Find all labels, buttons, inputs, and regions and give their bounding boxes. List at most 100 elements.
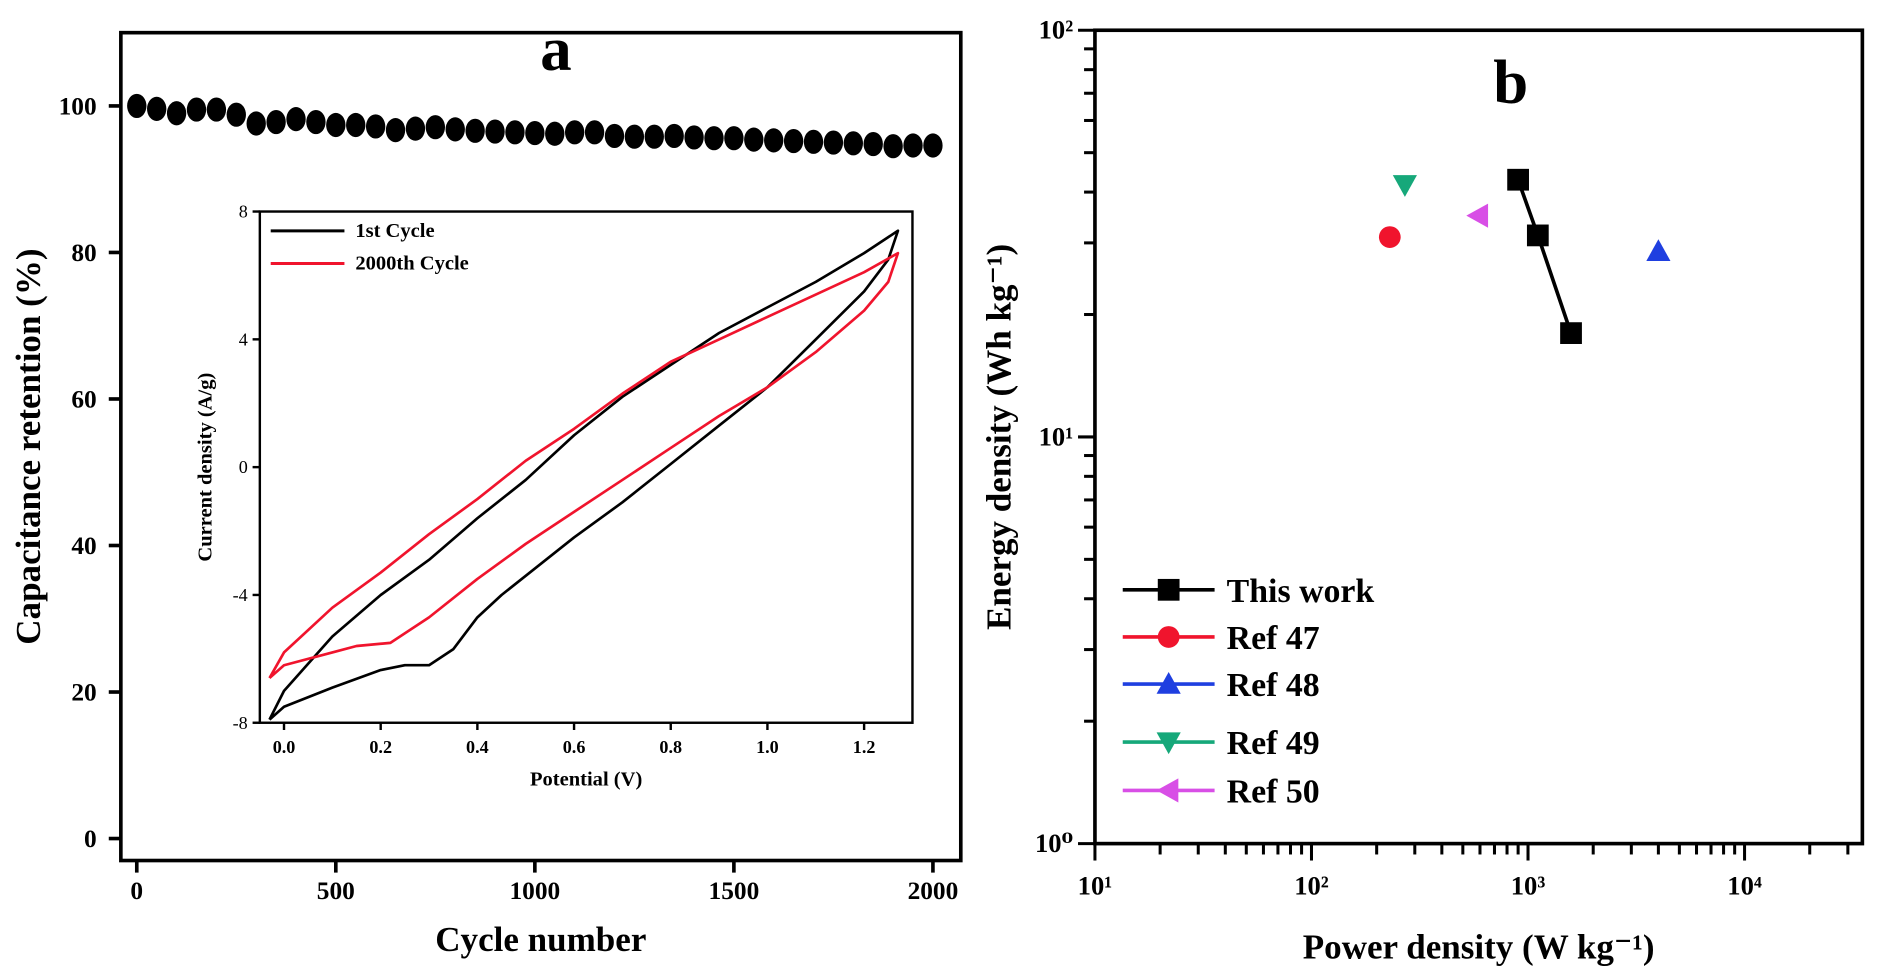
data-point [525,120,545,146]
data-point [505,120,525,145]
data-point [226,102,246,127]
y-tick-label: 40 [71,532,96,560]
inset-legend-label: 1st Cycle [355,220,434,242]
data-point [166,101,187,126]
x-tick-label: 1000 [509,877,560,905]
data-point [286,107,306,132]
data-point [246,111,266,136]
data-point [684,125,704,150]
data-point [624,124,645,149]
y-tick-label: 10⁰ [1035,828,1073,858]
inset-frame [258,210,914,724]
inset-x-axis-label: Potential (V) [530,769,642,791]
series-this-work [1507,168,1582,344]
data-point [445,117,465,142]
y-tick-label: 0 [84,825,97,853]
x-tick-label: 10¹ [1078,870,1113,900]
data-point [903,133,923,158]
legend-swatch-marker [1157,578,1180,601]
y-axis-label: Capacitance retention (%) [9,248,48,644]
y-tick-label: 20 [71,678,96,706]
y-tick-label: 60 [71,385,96,413]
inset-x-tick-label: 0.0 [273,737,296,757]
data-point [764,128,784,153]
x-axis-label: Cycle number [435,920,646,959]
plot-frame [119,30,963,863]
data-point [485,119,505,144]
inset-x-tick-label: 1.2 [853,737,876,757]
data-point [186,97,207,122]
data-point [127,93,147,119]
data-point [306,109,326,135]
data-point [843,131,863,156]
data-point [584,120,605,145]
x-tick-label: 1500 [709,877,760,905]
data-point [604,123,625,149]
inset-legend-label: 2000th Cycle [355,253,468,275]
inset-series-line [268,251,900,680]
data-point [564,120,585,145]
panel-label: b [1493,47,1528,117]
data-point [823,130,844,155]
inset-x-tick-label: 0.6 [563,737,586,757]
inset-x-tick-label: 0.2 [369,737,392,757]
data-point [783,129,804,154]
legend-label: Ref 48 [1227,667,1320,704]
data-point [704,126,724,151]
y-axis-label: Energy density (Wh kg⁻¹) [979,244,1018,630]
data-point [266,109,286,135]
legend-swatch-marker [1156,778,1179,803]
inset-y-tick-label: 8 [239,202,248,222]
legend-swatch-marker [1156,732,1181,755]
data-point [1560,322,1582,344]
series-ref-49 [1392,175,1417,197]
legend-label: Ref 49 [1227,725,1320,762]
data-point [1466,203,1489,228]
x-tick-label: 10² [1294,870,1329,900]
data-point [206,97,227,122]
data-point [724,126,744,151]
data-point [744,127,764,152]
data-point [1526,224,1549,247]
inset-x-tick-label: 0.8 [659,737,682,757]
data-point [545,121,565,146]
inset-x-tick-label: 1.0 [756,737,779,757]
legend-label: Ref 50 [1227,774,1320,811]
x-tick-label: 500 [317,877,355,905]
data-point [405,116,426,141]
data-point [425,115,446,140]
inset-y-tick-label: -8 [233,713,248,733]
data-point [923,133,943,158]
data-point [644,124,664,149]
data-point [1646,239,1671,262]
x-tick-label: 0 [130,877,143,905]
data-point [863,131,883,157]
panel-label: a [540,14,571,84]
inset-y-tick-label: 4 [239,329,248,349]
legend-label: This work [1227,573,1375,610]
data-point [385,118,406,143]
series-ref-48 [1646,239,1671,262]
y-tick-label: 100 [59,92,97,120]
legend-swatch-marker [1157,626,1180,648]
data-point [346,112,366,138]
data-point [883,134,903,159]
inset-series-line [268,229,900,721]
data-point [1392,175,1417,197]
inset-y-axis-label: Current density (A/g) [194,373,216,562]
inset-x-tick-label: 0.4 [466,737,489,757]
y-tick-label: 10² [1039,15,1074,45]
x-tick-label: 10⁴ [1727,870,1762,900]
legend-swatch-marker [1156,671,1181,694]
data-point [465,118,485,143]
inset-y-tick-label: 0 [239,457,248,477]
series-ref-47 [1378,226,1401,248]
x-axis-label: Power density (W kg⁻¹) [1303,927,1655,966]
y-tick-label: 10¹ [1039,421,1074,451]
data-point [365,114,386,139]
data-point [664,123,684,149]
data-point [147,96,167,121]
legend-label: Ref 47 [1227,620,1320,657]
